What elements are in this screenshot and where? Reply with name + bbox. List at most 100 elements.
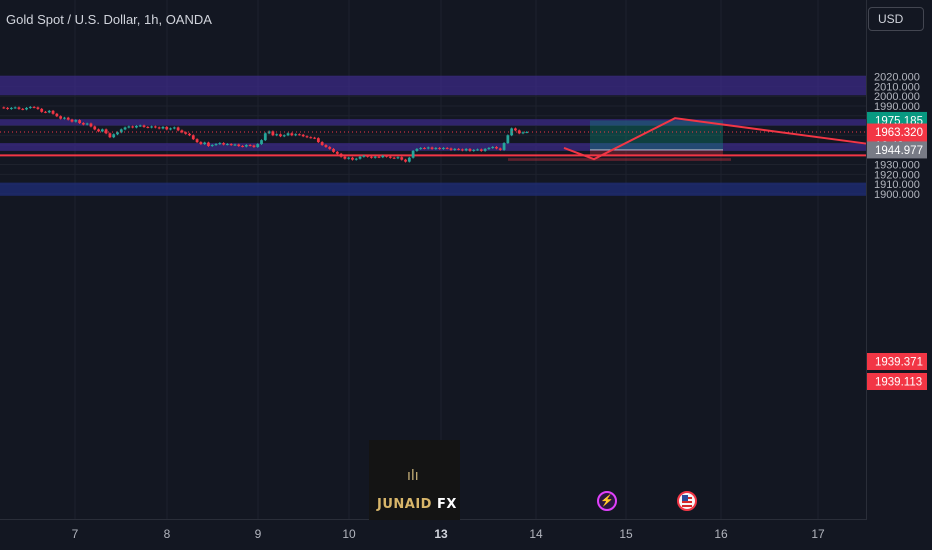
candle-body — [460, 149, 464, 151]
candle-body — [66, 117, 70, 120]
candle-body — [298, 134, 301, 136]
candle-body — [74, 120, 78, 122]
candle-body — [267, 131, 271, 134]
candle-body — [339, 153, 343, 157]
candle-body — [40, 108, 44, 112]
time-tick-label: 10 — [342, 527, 356, 541]
price-axis-labels: 1975.1851963.32016:431944.9771939.371193… — [867, 111, 927, 390]
candle-body — [354, 158, 358, 160]
candle-body — [226, 144, 229, 146]
currency-button[interactable]: USD — [868, 7, 924, 31]
candle-body — [491, 146, 495, 148]
candle-body — [104, 129, 108, 134]
candle-body — [514, 128, 517, 131]
logo-brand: JUNAID — [377, 497, 432, 512]
candle-body — [479, 149, 483, 151]
candle-body — [324, 145, 328, 147]
candle-body — [476, 149, 479, 151]
candle-body — [305, 136, 309, 138]
logo-suffix: FX — [437, 497, 457, 512]
candle-body — [21, 108, 25, 110]
price-tick-label: 2000.000 — [874, 91, 920, 103]
candle-body — [116, 132, 119, 135]
candle-body — [210, 145, 214, 147]
candle-body — [237, 144, 241, 147]
candle-body — [150, 126, 153, 128]
candle-body — [25, 107, 28, 110]
candle-body — [392, 157, 396, 159]
zone-box — [0, 182, 866, 196]
chart-drawings — [0, 117, 867, 161]
time-tick-label: 9 — [255, 527, 262, 541]
price-axis-separator — [866, 0, 867, 520]
candle-body — [47, 110, 51, 113]
candle-body — [320, 142, 324, 146]
candle-body — [207, 142, 210, 147]
junaid-fx-logo: ılı JUNAID FX — [369, 440, 460, 520]
price-badge — [867, 373, 927, 390]
candle-body — [407, 157, 411, 162]
candle-body — [438, 147, 442, 149]
candle-body — [351, 157, 354, 160]
chart-candles — [2, 106, 529, 163]
candle-body — [487, 147, 491, 149]
flag-stripe — [682, 501, 692, 503]
candle-body — [191, 135, 195, 140]
candle-body — [358, 156, 362, 159]
candle-body — [498, 148, 502, 150]
stop-zone — [590, 149, 723, 156]
candle-body — [525, 132, 529, 134]
price-tick-label: 1900.000 — [874, 189, 920, 201]
candle-body — [199, 142, 203, 145]
candle-body — [85, 123, 89, 125]
candle-body — [347, 157, 351, 159]
candle-body — [36, 107, 40, 109]
candle-body — [472, 149, 476, 151]
candle-body — [271, 131, 275, 136]
candle-body — [510, 128, 514, 136]
candle-body — [2, 107, 6, 109]
candle-body — [214, 144, 218, 146]
candle-body — [81, 123, 85, 125]
candle-body — [442, 147, 445, 149]
candle-body — [176, 127, 180, 131]
candle-body — [457, 148, 460, 150]
price-badge — [867, 353, 927, 370]
us-flag-icon[interactable] — [677, 491, 697, 511]
price-tick-label: 1910.000 — [874, 179, 920, 191]
candle-body — [256, 144, 260, 147]
candle-body — [51, 110, 55, 114]
flag-stripe — [682, 505, 692, 507]
time-tick-label: 14 — [529, 527, 543, 541]
candle-body — [309, 137, 313, 139]
price-badge-text: 1944.977 — [875, 145, 923, 157]
price-badge-text: 1939.113 — [875, 377, 922, 389]
candle-body — [9, 107, 13, 109]
candle-body — [252, 145, 256, 147]
candle-body — [78, 120, 81, 124]
target-zone — [590, 120, 723, 150]
candle-body — [385, 155, 388, 157]
candle-body — [13, 107, 17, 109]
candle-body — [316, 138, 320, 143]
candle-body — [286, 133, 290, 136]
candle-body — [112, 134, 116, 138]
order-block — [508, 158, 731, 161]
candle-body — [123, 127, 127, 130]
time-tick-label: 16 — [714, 527, 728, 541]
candle-body — [521, 132, 525, 134]
candle-body — [119, 129, 123, 133]
candle-body — [388, 156, 392, 158]
candle-body — [483, 148, 487, 151]
candle-body — [335, 151, 339, 154]
candle-body — [282, 135, 286, 137]
candle-body — [97, 129, 100, 132]
candle-body — [396, 157, 400, 159]
candle-body — [279, 134, 282, 137]
candle-body — [419, 147, 423, 149]
projection-path — [563, 117, 867, 161]
lightning-icon[interactable]: ⚡ — [597, 491, 617, 511]
candle-body — [377, 156, 381, 158]
candle-body — [366, 155, 370, 157]
